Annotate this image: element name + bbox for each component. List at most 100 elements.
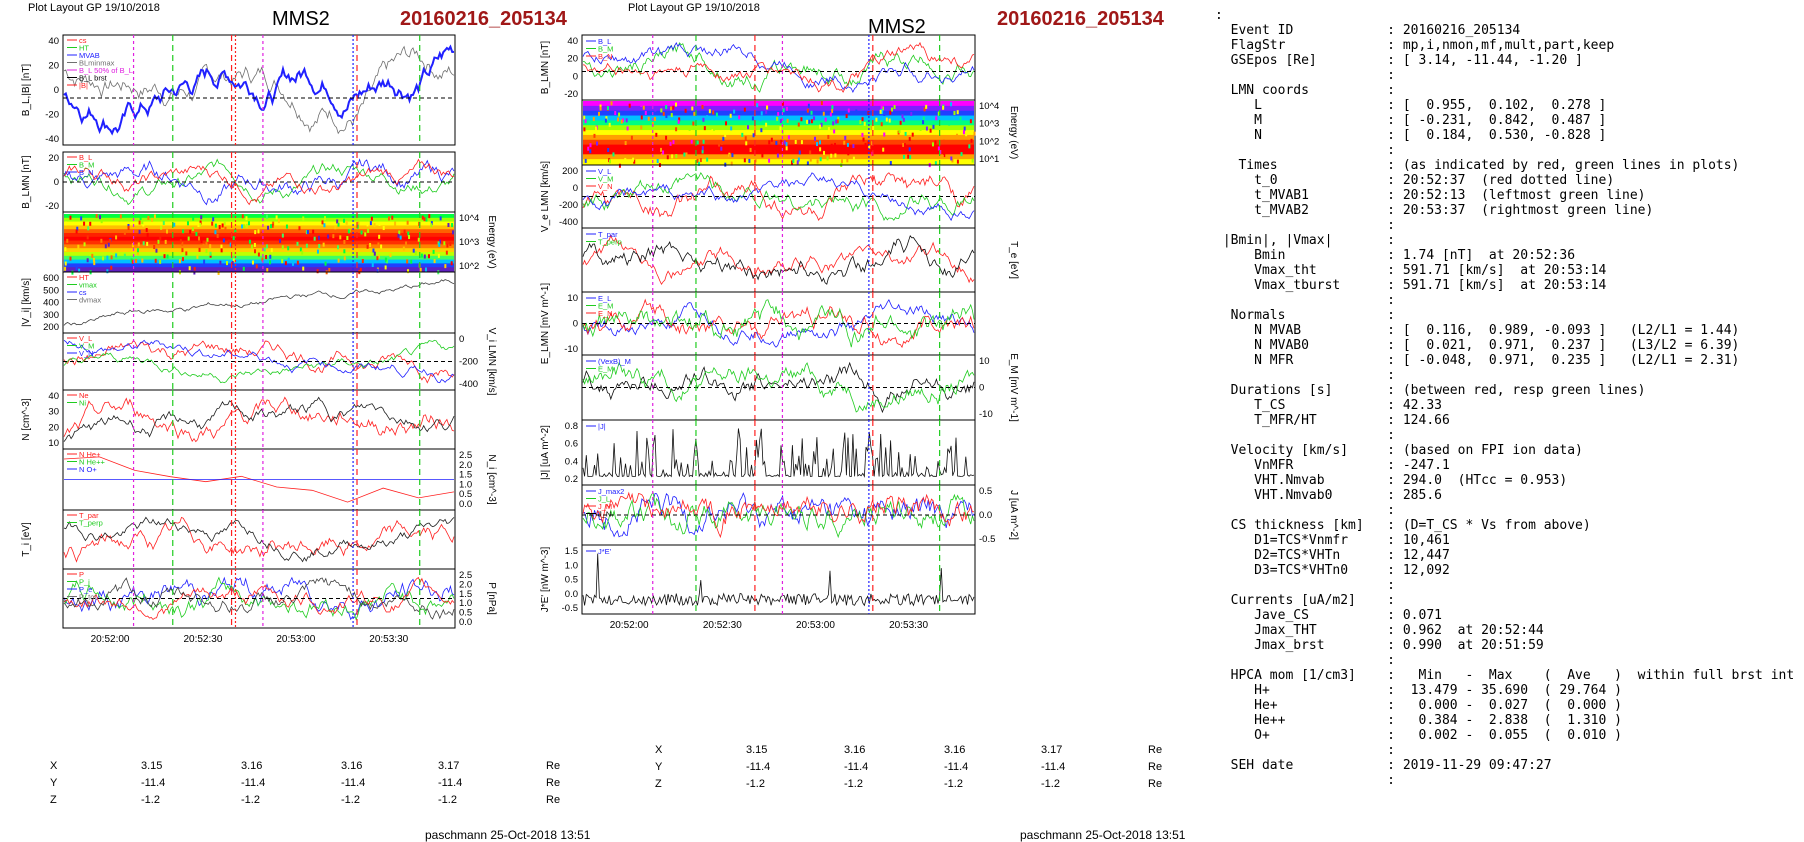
- info-line: Vmax_tburst : 591.71 [km/s] at 20:53:14: [1215, 278, 1607, 293]
- spectrogram-speckle: [343, 249, 346, 254]
- spectrogram-speckle: [725, 121, 728, 126]
- spectrogram-speckle: [447, 223, 450, 228]
- series-line-HT: [63, 279, 455, 326]
- spectrogram-band: [64, 214, 454, 219]
- spectrogram-speckle: [698, 161, 701, 166]
- spectrogram-speckle: [902, 117, 905, 122]
- spectrogram-speckle: [827, 127, 830, 132]
- spectrogram-speckle: [670, 113, 673, 118]
- spectrogram-speckle: [965, 132, 968, 137]
- spectrogram-speckle: [100, 238, 103, 243]
- spectrogram-speckle: [642, 105, 645, 110]
- spectrogram-speckle: [188, 266, 191, 271]
- y-axis-label: T_i [eV]: [21, 522, 32, 557]
- x-tick-label: 20:52:30: [703, 620, 742, 631]
- spectrogram-speckle: [181, 257, 184, 262]
- spectrogram-speckle: [605, 116, 608, 121]
- spectrogram-speckle: [202, 243, 205, 248]
- spectrogram-speckle: [779, 118, 782, 123]
- spectrogram-speckle: [843, 140, 846, 145]
- spectrogram-speckle: [250, 244, 253, 249]
- info-line: N MVAB0 : [ 0.021, 0.971, 0.237 ] (L3/L2…: [1215, 338, 1740, 353]
- spectrogram-speckle: [316, 269, 319, 274]
- spectrogram-speckle: [110, 255, 113, 260]
- y-tick-label: 0.2: [565, 474, 578, 485]
- spectrogram-speckle: [141, 220, 144, 225]
- spectrogram-speckle: [424, 267, 427, 272]
- spectrogram-speckle: [263, 247, 266, 252]
- spectrogram-speckle: [384, 265, 387, 270]
- spectrogram-speckle: [653, 116, 656, 121]
- y-tick-label: 2.0: [459, 460, 472, 471]
- legend-label: dvmax: [79, 296, 101, 305]
- spectrogram-speckle: [127, 225, 130, 230]
- y-tick-label: 0.5: [565, 575, 578, 586]
- spectrogram-speckle: [702, 139, 705, 144]
- spectrogram-speckle: [713, 126, 716, 131]
- position-value: -1.2: [944, 778, 963, 790]
- y-tick-label: 0: [573, 71, 578, 82]
- spectrogram-speckle: [421, 215, 424, 220]
- spectrogram-speckle: [136, 251, 139, 256]
- spectrogram-speckle: [135, 258, 138, 263]
- y-tick-label: 10^1: [979, 154, 999, 165]
- info-line: :: [1215, 218, 1396, 233]
- spectrogram-speckle: [589, 149, 592, 154]
- spectrogram-speckle: [419, 267, 422, 272]
- spectrogram-speckle: [178, 259, 181, 264]
- spectrogram-speckle: [412, 248, 415, 253]
- legend-label: Ni: [79, 399, 86, 408]
- info-line: Times : (as indicated by red, green line…: [1215, 158, 1740, 173]
- spectrogram-speckle: [785, 142, 788, 147]
- spectrogram-speckle: [901, 114, 904, 119]
- spectrogram-speckle: [777, 111, 780, 116]
- spectrogram-speckle: [343, 256, 346, 261]
- spectrogram-speckle: [660, 108, 663, 113]
- spectrogram-speckle: [130, 258, 133, 263]
- spectrogram-speckle: [270, 248, 273, 253]
- spectrogram-speckle: [200, 215, 203, 220]
- y-tick-label: -0.5: [979, 534, 995, 545]
- spectrogram-speckle: [665, 135, 668, 140]
- spectrogram-speckle: [423, 254, 426, 259]
- spectrogram-speckle: [819, 124, 822, 129]
- y-tick-label: -400: [459, 379, 478, 390]
- spectrogram-speckle: [327, 234, 330, 239]
- spectrogram-speckle: [861, 132, 864, 137]
- spectrogram-speckle: [614, 111, 617, 116]
- legend-label: E_L: [598, 294, 611, 303]
- spectrogram-speckle: [242, 266, 245, 271]
- legend-label: T_perp: [79, 519, 103, 528]
- info-line: T_MFR/HT : 124.66: [1215, 413, 1450, 428]
- spectrogram-speckle: [797, 157, 800, 162]
- series-line-T_perp: [63, 516, 455, 563]
- spectrogram-speckle: [142, 241, 145, 246]
- info-line: N MVAB : [ 0.116, 0.989, -0.093 ] (L2/L1…: [1215, 323, 1740, 338]
- y-tick-label: 0.0: [565, 589, 578, 600]
- position-value: 3.16: [844, 744, 866, 756]
- spectrogram-speckle: [765, 109, 768, 114]
- spectrogram-speckle: [298, 226, 301, 231]
- series-line-T_par: [582, 234, 975, 285]
- spectrogram-speckle: [271, 223, 274, 228]
- legend-label: cs: [79, 36, 87, 45]
- spectrogram-speckle: [749, 147, 752, 152]
- y-tick-label: 1.5: [459, 589, 472, 600]
- spectrogram-speckle: [153, 214, 156, 219]
- series-line-cs: [63, 45, 455, 135]
- spectrogram-speckle: [389, 253, 392, 258]
- y-tick-label: 1.0: [459, 598, 472, 609]
- spectrogram-speckle: [593, 133, 596, 138]
- series-line-Ni: [63, 396, 455, 442]
- spectrogram-speckle: [402, 246, 405, 251]
- spectrogram-speckle: [678, 117, 681, 122]
- y-tick-label: 20: [48, 153, 59, 164]
- legend-label: J_M: [598, 502, 612, 511]
- spectrogram-speckle: [86, 258, 89, 263]
- spacecraft-title-left: MMS2: [272, 8, 330, 30]
- spectrogram-speckle: [618, 163, 621, 168]
- spectrogram-speckle: [756, 103, 759, 108]
- info-line: Vmax_tht : 591.71 [km/s] at 20:53:14: [1215, 263, 1607, 278]
- info-line: :: [1215, 653, 1396, 668]
- spectrogram-speckle: [633, 159, 636, 164]
